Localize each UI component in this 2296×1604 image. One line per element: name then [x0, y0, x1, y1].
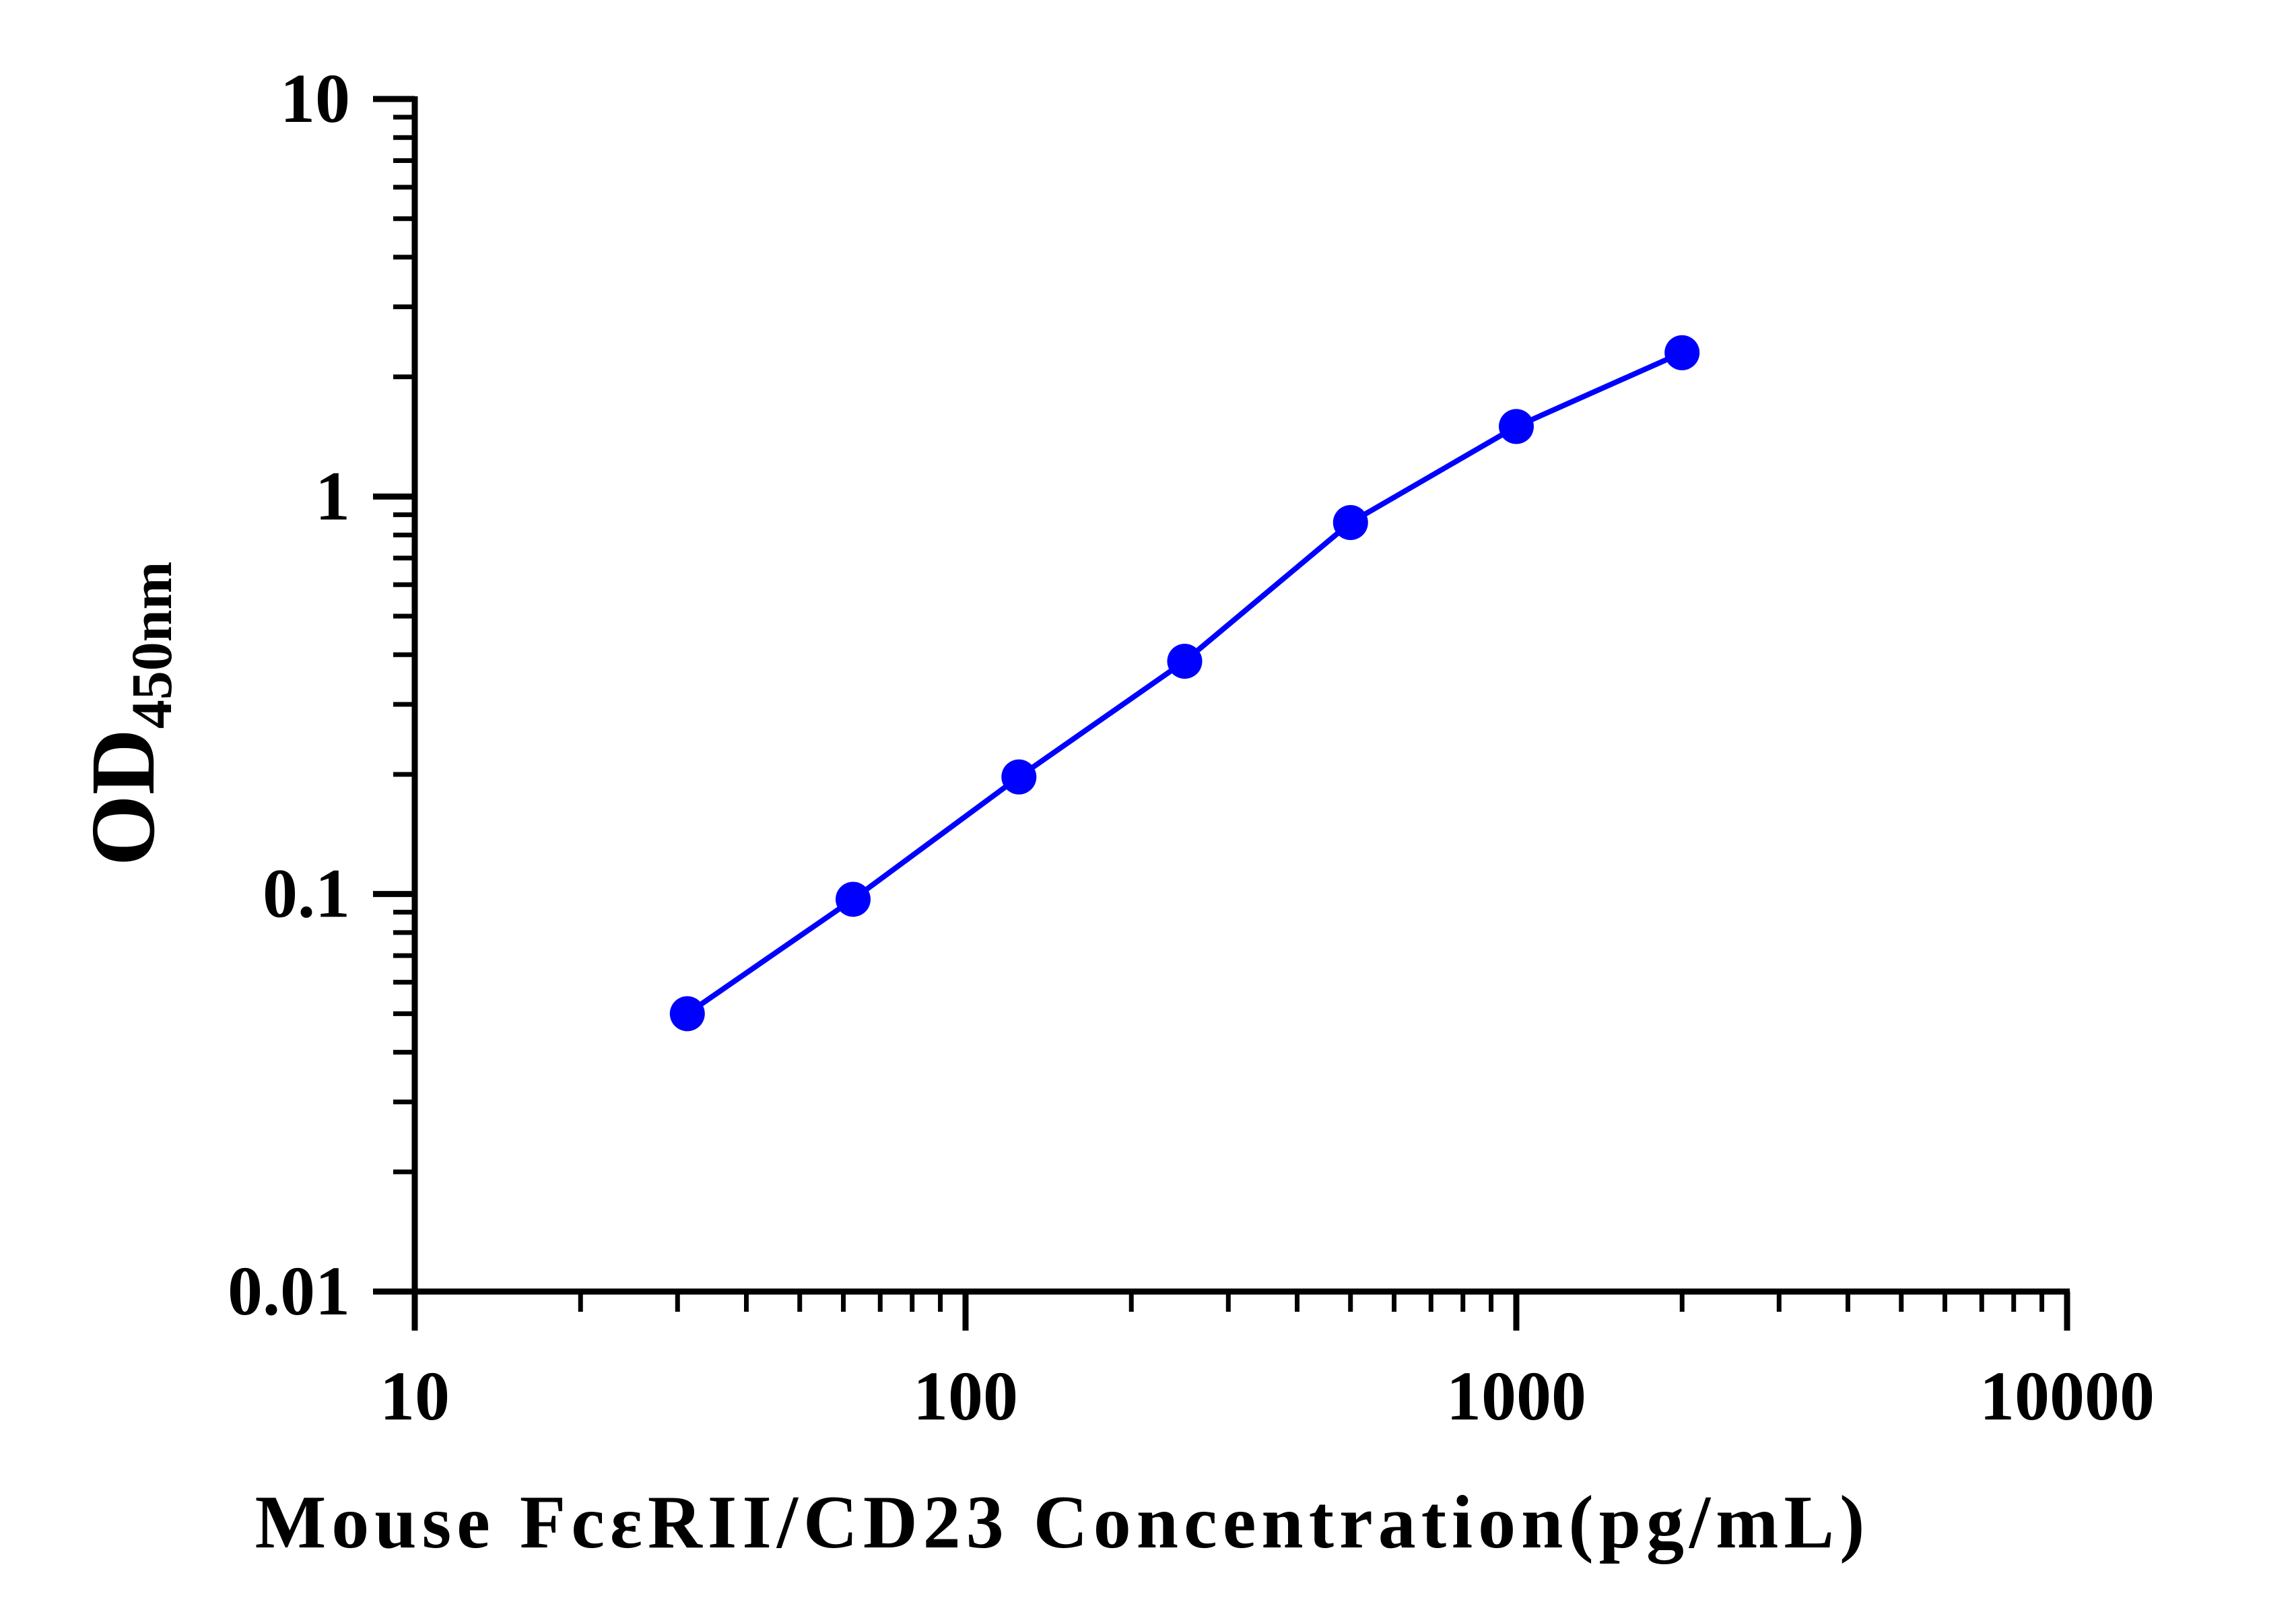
series-layer: [669, 335, 1700, 1032]
data-point: [1664, 335, 1700, 370]
x-axis-minor-ticks: [578, 1292, 2045, 1312]
y-axis-title-main: OD: [73, 729, 174, 866]
x-tick-label: 1000: [1446, 1358, 1586, 1435]
y-axis-major-ticks: [373, 96, 415, 1295]
y-tick-label: 1: [315, 457, 350, 535]
data-point: [1332, 505, 1368, 540]
y-tick-label: 0.01: [228, 1252, 350, 1330]
y-axis-tick-labels: 0.01 0.1 1 10: [228, 60, 350, 1330]
series-line: [685, 350, 1683, 1016]
x-axis-tick-labels: 10 100 1000 10000: [380, 1358, 2155, 1435]
y-axis-minor-ticks: [393, 114, 415, 1174]
x-axis-title: Mouse FcεRII/CD23 Concentration(pg/mL): [255, 1481, 1870, 1564]
data-point: [1167, 644, 1203, 679]
data-point: [836, 881, 871, 917]
data-point: [1499, 409, 1534, 444]
x-tick-label: 10000: [1980, 1358, 2155, 1435]
data-point: [1001, 759, 1037, 795]
data-point: [669, 996, 705, 1032]
x-tick-label: 100: [913, 1358, 1018, 1435]
y-tick-label: 10: [280, 60, 350, 137]
x-tick-label: 10: [380, 1358, 450, 1435]
y-axis-title: OD450nm: [73, 562, 184, 866]
x-axis-major-ticks: [411, 1292, 2070, 1331]
y-axis-title-subscript: 450nm: [119, 562, 184, 729]
y-tick-label: 0.1: [263, 855, 350, 933]
